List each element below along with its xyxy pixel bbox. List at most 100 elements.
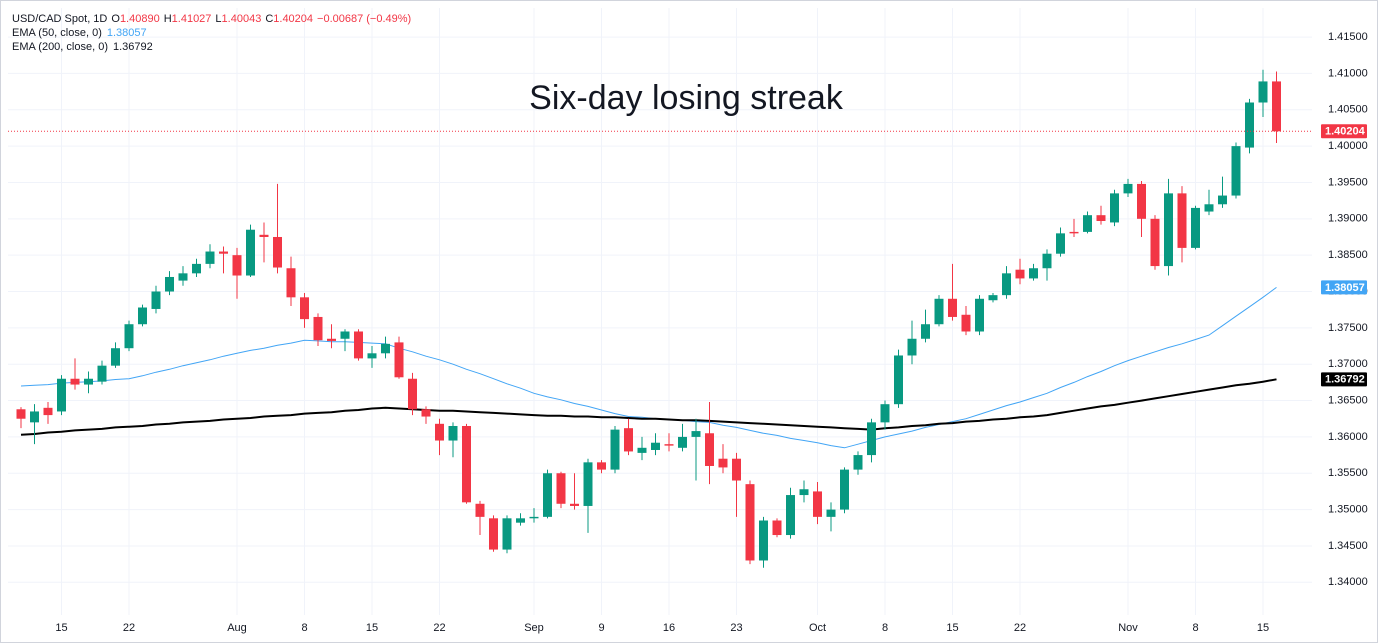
candle-body [975, 298, 984, 332]
legend: USD/CAD Spot, 1D O1.40890 H1.41027 L1.40043… [12, 13, 411, 53]
candle-body [232, 255, 242, 276]
grid [8, 8, 1312, 615]
candle-body [1218, 195, 1227, 205]
candle-body [205, 251, 215, 264]
candle-body [286, 268, 296, 298]
candle-body [165, 276, 174, 292]
candle-body [718, 458, 728, 468]
candle-body [1258, 81, 1268, 103]
ohlc-value: 1.41027 [172, 13, 212, 25]
candle-body [556, 473, 566, 504]
y-tick-label: 1.38500 [1328, 249, 1368, 261]
candle-body [907, 338, 917, 356]
candle-body [502, 518, 512, 550]
candle-body [273, 236, 282, 268]
annotation: Six-day losing streak [529, 79, 844, 117]
candle-body [1002, 273, 1011, 296]
candle-body [934, 298, 944, 325]
candle-body [30, 411, 39, 423]
candle-body [111, 348, 120, 366]
candle-body [435, 423, 444, 441]
price-tag [1321, 124, 1367, 139]
candle-body [610, 429, 620, 470]
candle-body [192, 263, 201, 274]
legend-name: EMA (200, close, 0) [12, 41, 108, 53]
y-tick-label: 1.39500 [1328, 176, 1368, 188]
candle-body [340, 331, 350, 339]
candle-body [1137, 183, 1146, 219]
ohlc-value: 1.40204 [273, 13, 313, 25]
candle-body [772, 520, 782, 536]
y-tick-label: 1.36000 [1328, 431, 1368, 443]
candle-body [732, 458, 741, 481]
candle-body [327, 338, 336, 341]
x-tick-label: 22 [433, 622, 445, 634]
x-tick-label: Sep [524, 622, 544, 634]
legend-name: EMA (50, close, 0) [12, 27, 102, 39]
candle-body [124, 324, 134, 349]
candle-body [408, 378, 417, 410]
header-line: USD/CAD Spot, 1D O1.40890 H1.41027 L1.40043… [12, 13, 411, 25]
x-tick-label: 8 [301, 622, 307, 634]
candle-body [961, 314, 971, 332]
price-tag [1321, 372, 1367, 387]
x-tick-label: 15 [55, 622, 67, 634]
candle-body [70, 378, 80, 385]
candle-body [813, 491, 822, 517]
price-tag-label: 1.40204 [1325, 126, 1366, 138]
candle-body [354, 331, 363, 359]
x-tick-label: 8 [882, 622, 888, 634]
candle-body [1231, 146, 1241, 196]
candle-body [948, 298, 957, 317]
price-axis: 1.34000 1.34500 1.35000 1.35500 1.36000 1.365… [55, 31, 1367, 634]
x-tick-label: 22 [1014, 622, 1026, 634]
candle-body [1042, 253, 1052, 269]
x-tick-label: 15 [946, 622, 958, 634]
plot-area [8, 69, 1312, 568]
x-tick-label: 23 [730, 622, 742, 634]
ohlc-label: C [265, 13, 273, 25]
candle-body [826, 509, 836, 517]
candle-body [583, 462, 593, 506]
y-tick-label: 1.41500 [1328, 31, 1368, 43]
candle-body [43, 407, 53, 416]
candle-body [57, 378, 66, 412]
candle-body [178, 273, 188, 281]
candle-body [1123, 183, 1133, 194]
y-tick-label: 1.36500 [1328, 394, 1368, 406]
candle-body [1015, 269, 1025, 279]
y-tick-label: 1.34000 [1328, 576, 1368, 588]
candle-body [516, 518, 525, 523]
y-tick-label: 1.40500 [1328, 104, 1368, 116]
candle-body [462, 425, 471, 503]
candle-body [867, 422, 876, 456]
x-tick-label: 15 [366, 622, 378, 634]
candle-body [678, 436, 687, 448]
candle-body [894, 355, 903, 405]
y-tick-label: 1.40000 [1328, 140, 1368, 152]
candle-body [543, 473, 552, 517]
candle-body [529, 516, 539, 519]
candle-body [367, 353, 377, 359]
y-tick-label: 1.34500 [1328, 540, 1368, 552]
candle-body [624, 428, 633, 452]
candle-body [1272, 81, 1281, 132]
x-tick-label: Nov [1118, 622, 1138, 634]
x-tick-label: 9 [598, 622, 604, 634]
ohlc-value: 1.40890 [120, 13, 160, 25]
x-tick-label: 22 [123, 622, 135, 634]
y-tick-label: 1.37000 [1328, 358, 1368, 370]
ema-line [20, 378, 1277, 436]
price-tag-label: 1.36792 [1325, 374, 1365, 386]
candle-body [853, 455, 863, 470]
ohlc-value: 1.40043 [222, 13, 262, 25]
candle-body [988, 295, 998, 301]
candle-body [880, 404, 890, 423]
legend-value: 1.38057 [107, 27, 147, 39]
legend-entry: EMA (200, close, 0) 1.36792 [12, 41, 153, 53]
x-tick-label: Aug [227, 622, 247, 634]
candle-body [1204, 204, 1214, 212]
